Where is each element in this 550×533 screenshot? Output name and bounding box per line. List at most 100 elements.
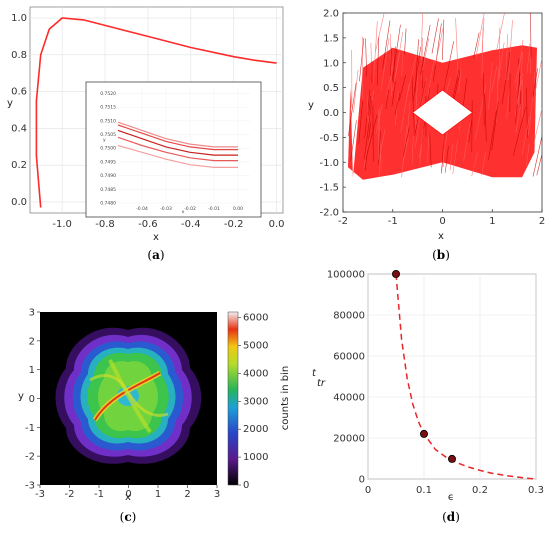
panel-b-trajectory-stroke — [401, 52, 404, 77]
panel-b-trajectory-stroke — [350, 120, 357, 161]
panel-b-trajectory-stroke — [475, 13, 485, 58]
panel-b-trajectory-stroke — [532, 134, 542, 177]
panel-b-trajectory-stroke — [411, 76, 415, 133]
panel-c-ytick: 2 — [29, 336, 35, 347]
panel-b-trajectory-stroke — [488, 109, 497, 161]
panel-d-ytick: 20000 — [333, 434, 365, 445]
panel-b-trajectory-stroke — [534, 56, 542, 93]
panel-b: -2 -1 0 1 2 2.0 1.5 1.0 0.5 0.0 -0.5 -1.0 -1.5 -2.0 x… — [308, 9, 545, 263]
panel-a-xtick: -0.4 — [181, 219, 201, 230]
panel-b-trajectory-stroke — [419, 128, 424, 158]
panel-c-caption: (c) — [120, 510, 137, 524]
panel-b-trajectory-stroke — [395, 91, 399, 126]
panel-b-trajectory-stroke — [526, 50, 530, 74]
inset-ytick: 0.7495 — [100, 159, 116, 165]
panel-c-xlabel: x — [125, 492, 131, 503]
panel-b-trajectory-stroke — [449, 144, 454, 171]
panel-b-trajectory-stroke — [431, 18, 439, 54]
panel-a-ytick: 1.0 — [11, 13, 27, 24]
panel-b-trajectory-stroke — [348, 91, 353, 131]
panel-b-trajectory-stroke — [512, 106, 526, 156]
colorbar-tick: 6000 — [243, 313, 268, 324]
panel-b-trajectory-stroke — [525, 143, 530, 166]
panel-a-ytick: 0.0 — [11, 197, 27, 208]
panel-b-trajectory-stroke — [411, 135, 414, 164]
panel-b-trajectory-stroke — [386, 67, 394, 98]
panel-d-data-point — [391, 269, 400, 278]
panel-b-trajectory-stroke — [380, 37, 390, 91]
panel-b-ytick: 0.0 — [323, 108, 339, 119]
panel-b-trajectory-stroke — [390, 47, 392, 77]
inset-ytick: 0.7490 — [100, 173, 116, 179]
panel-b-trajectory-stroke — [385, 89, 389, 109]
panel-a-xtick: -1.0 — [52, 219, 72, 230]
panel-b-trajectory-stroke — [484, 93, 487, 142]
panel-c-xtick: 0 — [125, 489, 131, 500]
panel-b-trajectory-stroke — [491, 101, 499, 151]
panel-b-trajectory-stroke — [505, 34, 508, 81]
panel-b-trajectory-stroke — [441, 19, 445, 60]
panel-d-ylabel: t — [312, 368, 317, 379]
panel-a-caption: (a) — [147, 248, 164, 262]
panel-b-xlabel: x — [438, 231, 444, 242]
panel-a-xtick: -0.2 — [224, 219, 244, 230]
panel-b-trajectory-stroke — [370, 42, 372, 75]
panel-b-trajectory-stroke — [363, 137, 370, 169]
panel-d-ylabel-sub: tr — [317, 378, 326, 389]
panel-b-trajectory-stroke — [393, 46, 396, 84]
panel-b-trajectory-stroke — [422, 37, 430, 70]
panel-b-trajectory-stroke — [404, 28, 407, 55]
panel-b-trajectory-stroke — [378, 130, 381, 165]
colorbar-label: counts in bin — [280, 366, 291, 430]
panel-b-trajectory-stroke — [508, 20, 513, 81]
panel-b-trajectory-stroke — [521, 79, 524, 119]
panel-b-trajectory-stroke — [391, 24, 401, 82]
panel-b-xtick: 1 — [489, 216, 495, 227]
panel-d-ytick: 80000 — [333, 311, 365, 322]
inset-ylabel: y — [103, 138, 106, 143]
panel-b-ytick: 1.5 — [323, 33, 339, 44]
panel-a-xtick: 0.0 — [269, 219, 285, 230]
panel-d-xlabel: ϵ — [448, 492, 454, 503]
panel-d-ytick: 0 — [359, 475, 365, 486]
panel-b-trajectory-stroke — [458, 68, 462, 92]
panel-b-trajectory-stroke — [420, 13, 423, 60]
panel-b-trajectory-stroke — [521, 116, 530, 156]
panel-d-caption: (d) — [442, 510, 460, 524]
heat-ridge-loop — [89, 374, 169, 417]
inset-series-line — [117, 124, 238, 151]
inset-ytick: 0.7480 — [100, 201, 116, 207]
inset-series-line — [117, 121, 238, 148]
panel-b-trajectory-stroke — [515, 73, 521, 124]
panel-b-ytick: 1.0 — [323, 58, 339, 69]
colorbar — [227, 311, 239, 486]
panel-b-trajectory-stroke — [442, 41, 454, 96]
panel-b-ytick: -0.5 — [319, 133, 339, 144]
panel-b-trajectory-stroke — [402, 127, 410, 158]
panel-a-inset: -0.04 -0.03 -0.02 -0.01 0.00 0.7520 0.7515 0.75… — [85, 81, 262, 218]
panel-c-heatmap — [55, 327, 202, 464]
panel-b-trajectory-stroke — [473, 32, 480, 59]
panel-b-trajectory-stroke — [496, 13, 505, 50]
inset-ytick: 0.7505 — [100, 132, 116, 138]
panel-b-trajectory-stroke — [530, 13, 532, 58]
panel-d-ytick: 100000 — [327, 270, 365, 281]
panel-c-xtick: 1 — [155, 489, 161, 500]
panel-b-trajectory-stroke — [444, 145, 449, 173]
panel-c-ytick: -1 — [25, 423, 35, 434]
panel-a-ytick: 0.6 — [11, 87, 27, 98]
panel-b-trajectory-stroke — [382, 20, 391, 69]
panel-c-xtick: -3 — [35, 489, 45, 500]
panel-b-trajectory-stroke — [481, 152, 486, 176]
panel-b-trajectory-stroke — [412, 46, 421, 103]
inset-series-line — [117, 144, 238, 168]
panel-b-trajectory-stroke — [398, 75, 406, 101]
panel-b-trajectory-stroke — [420, 24, 431, 75]
panel-b-trajectory-stroke — [483, 73, 485, 126]
panel-b-trajectory-stroke — [468, 120, 473, 143]
panel-b-trajectory-stroke — [414, 95, 424, 148]
panel-b-xtick: -2 — [338, 216, 348, 227]
panel-b-trajectory-stroke — [528, 94, 534, 136]
panel-d-xtick: 0.2 — [472, 485, 488, 496]
